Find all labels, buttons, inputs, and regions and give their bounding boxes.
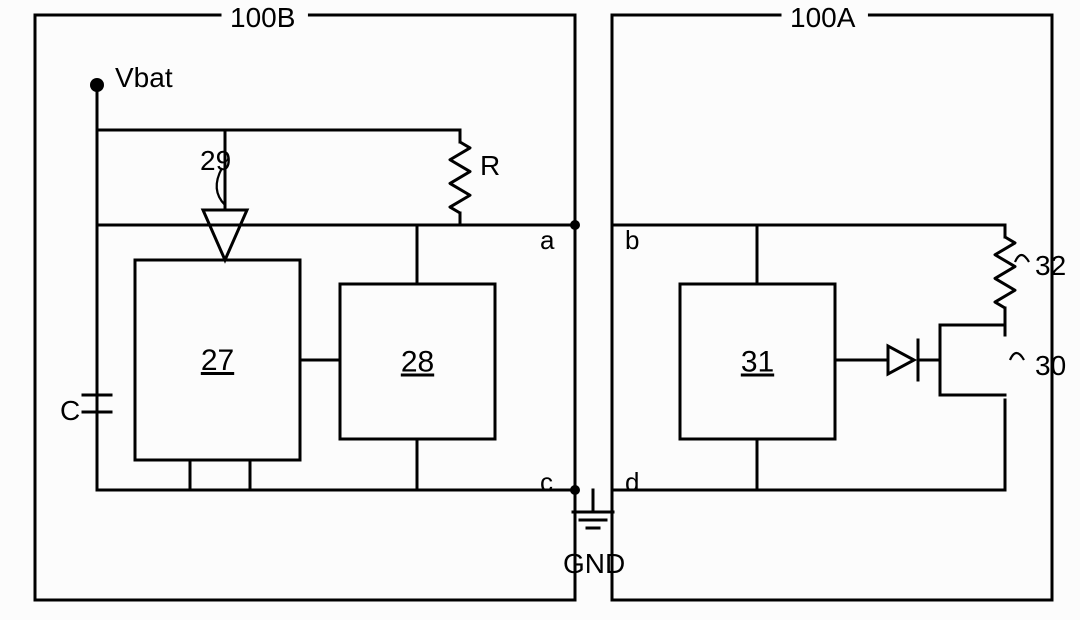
label-29: 29 [200,145,231,177]
label-r: R [480,150,500,182]
label-d: d [625,467,639,498]
label-30: 30 [1035,350,1066,382]
circuit-diagram: 27 28 31 100B 100A Vbat a b c d R 32 C 29 30 GND [0,0,1080,620]
label-b: b [625,225,639,256]
label-vbat: Vbat [115,62,173,94]
label-gnd: GND [563,548,625,580]
label-c: C [60,395,80,427]
svg-text:27: 27 [201,344,234,377]
label-c: c [540,467,553,498]
label-32: 32 [1035,250,1066,282]
svg-text:31: 31 [741,346,774,379]
label-a: a [540,225,554,256]
label-100a: 100A [790,2,855,34]
svg-text:28: 28 [401,346,434,379]
label-100b: 100B [230,2,295,34]
